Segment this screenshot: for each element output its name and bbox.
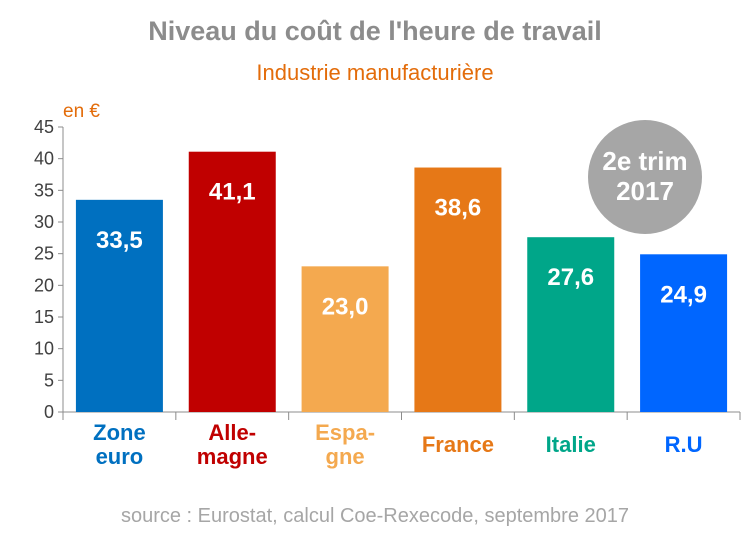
y-tick-label: 30: [34, 212, 54, 232]
chart-title: Niveau du coût de l'heure de travail: [148, 16, 602, 46]
bar-1: [188, 151, 276, 412]
y-tick-label: 5: [44, 370, 54, 390]
bar-value-label: 41,1: [209, 179, 256, 206]
chart-subtitle: Industrie manufacturière: [256, 60, 494, 85]
bar-value-label: 33,5: [96, 227, 143, 254]
y-tick-label: 35: [34, 180, 54, 200]
x-category-label: Espa-: [315, 420, 375, 445]
x-category-label: Alle-: [208, 420, 256, 445]
bar-2: [301, 266, 389, 412]
y-tick-label: 20: [34, 275, 54, 295]
x-category-label: France: [422, 432, 494, 457]
x-category-label: magne: [197, 444, 268, 469]
y-tick-label: 15: [34, 307, 54, 327]
y-tick-label: 10: [34, 339, 54, 359]
bar-value-label: 23,0: [322, 293, 369, 320]
unit-label: en €: [63, 101, 100, 122]
bar-value-label: 27,6: [547, 264, 594, 291]
y-tick-label: 40: [34, 149, 54, 169]
period-badge-line2: 2017: [616, 176, 674, 206]
period-badge: 2e trim 2017: [588, 120, 702, 234]
bar-value-label: 38,6: [435, 195, 482, 222]
bar-value-label: 24,9: [660, 281, 707, 308]
x-category-label: euro: [96, 444, 144, 469]
x-category-label: R.U: [665, 432, 703, 457]
x-category-label: Zone: [93, 420, 146, 445]
bar-5: [640, 254, 728, 412]
y-tick-label: 45: [34, 117, 54, 137]
y-tick-label: 25: [34, 244, 54, 264]
bar-4: [527, 237, 615, 412]
y-tick-label: 0: [44, 402, 54, 422]
x-category-label: gne: [326, 444, 365, 469]
x-category-label: Italie: [546, 432, 596, 457]
bar-0: [75, 199, 163, 412]
source-note: source : Eurostat, calcul Coe-Rexecode, …: [120, 505, 630, 527]
bar-3: [414, 167, 502, 412]
period-badge-line1: 2e trim: [602, 146, 688, 177]
